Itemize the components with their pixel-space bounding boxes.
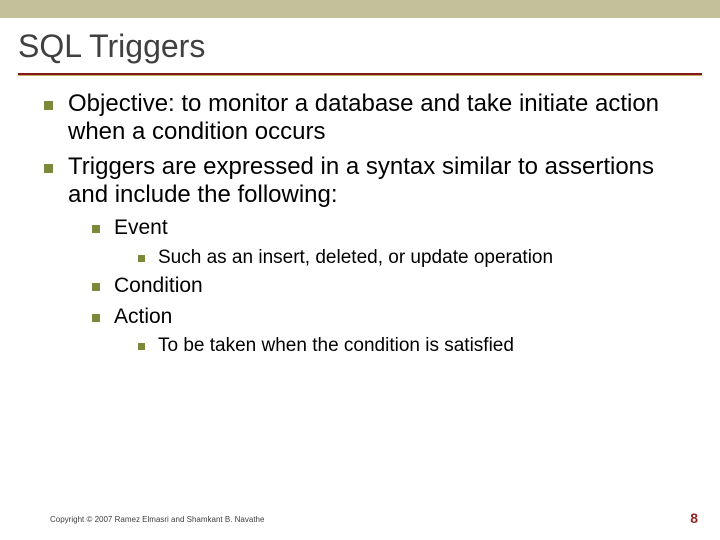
bullet-text: Event [114,216,168,239]
bullet-list-lvl3: Such as an insert, deleted, or update op… [138,246,692,270]
slide-title: SQL Triggers [18,28,702,65]
bullet-text: Objective: to monitor a database and tak… [68,90,659,145]
top-accent-band [0,0,720,18]
title-area: SQL Triggers [0,18,720,73]
content-area: Objective: to monitor a database and tak… [0,76,720,358]
bullet-text: Such as an insert, deleted, or update op… [158,247,553,268]
list-item: Event Such as an insert, deleted, or upd… [92,215,692,269]
bullet-text: Triggers are expressed in a syntax simil… [68,153,654,208]
bullet-list-lvl3: To be taken when the condition is satisf… [138,334,692,358]
page-number: 8 [690,510,698,526]
list-item: To be taken when the condition is satisf… [138,334,692,358]
bullet-text: Condition [114,274,203,297]
bullet-text: Action [114,305,172,328]
list-item: Triggers are expressed in a syntax simil… [44,153,692,358]
list-item: Condition [92,273,692,299]
list-item: Objective: to monitor a database and tak… [44,90,692,147]
list-item: Such as an insert, deleted, or update op… [138,246,692,270]
copyright-footer: Copyright © 2007 Ramez Elmasri and Shamk… [50,515,264,524]
bullet-list-lvl2: Event Such as an insert, deleted, or upd… [92,215,692,357]
list-item: Action To be taken when the condition is… [92,304,692,358]
bullet-list-lvl1: Objective: to monitor a database and tak… [44,90,692,358]
bullet-text: To be taken when the condition is satisf… [158,335,514,356]
